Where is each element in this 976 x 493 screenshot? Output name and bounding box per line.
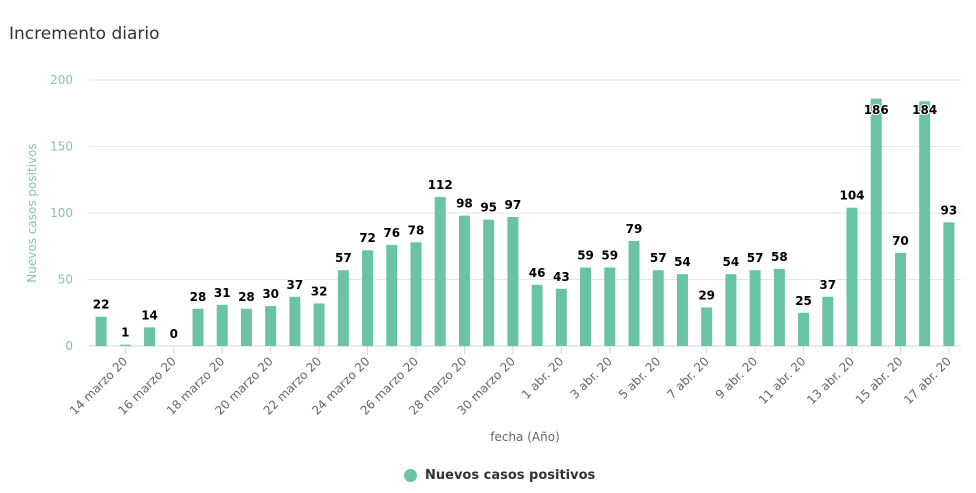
data-label: 186	[864, 103, 889, 117]
bar	[313, 303, 325, 346]
data-label: 43	[553, 270, 570, 284]
x-tick-label: 17 abr. 20	[901, 354, 954, 407]
data-label: 93	[941, 203, 958, 217]
x-tick-label: 3 abr. 20	[567, 354, 614, 401]
bar	[507, 216, 519, 346]
bar	[434, 197, 446, 346]
y-tick-label: 100	[50, 206, 73, 220]
x-tick-label: 13 abr. 20	[804, 354, 857, 407]
bar	[119, 344, 131, 346]
x-tick-label: 7 abr. 20	[664, 354, 711, 401]
data-label: 70	[892, 234, 909, 248]
bar	[410, 242, 422, 346]
data-label: 72	[359, 231, 376, 245]
bar	[95, 316, 107, 346]
data-label: 29	[698, 288, 715, 302]
data-label: 57	[747, 251, 764, 265]
x-tick-label: 1 abr. 20	[519, 354, 566, 401]
bar	[531, 284, 543, 346]
bar	[483, 219, 495, 346]
x-axis-title: fecha (Año)	[490, 430, 560, 444]
data-label: 28	[238, 290, 255, 304]
data-label: 76	[383, 226, 400, 240]
bar	[386, 244, 398, 346]
data-label: 1	[121, 326, 129, 340]
x-tick-label: 5 abr. 20	[616, 354, 663, 401]
bar	[894, 252, 906, 346]
bar	[628, 240, 640, 346]
y-tick-label: 150	[50, 140, 73, 154]
y-tick-label: 0	[65, 339, 73, 353]
bar	[144, 327, 156, 346]
bar	[289, 296, 301, 346]
data-label: 28	[190, 290, 207, 304]
x-tick-label: 15 abr. 20	[853, 354, 906, 407]
bar	[362, 250, 374, 346]
bar	[870, 98, 882, 347]
bar	[216, 304, 228, 346]
data-label: 46	[529, 266, 546, 280]
data-label: 79	[626, 222, 643, 236]
data-label: 0	[170, 327, 178, 341]
bar	[701, 307, 713, 346]
data-label: 78	[408, 223, 425, 237]
chart-title: Incremento diario	[9, 24, 160, 44]
data-label: 95	[480, 201, 497, 215]
bar	[676, 274, 688, 346]
data-label: 31	[214, 286, 231, 300]
data-label: 25	[795, 294, 812, 308]
data-label: 54	[723, 255, 740, 269]
legend-label: Nuevos casos positivos	[425, 468, 596, 483]
legend-marker-icon	[404, 469, 417, 482]
data-label: 97	[505, 198, 522, 212]
data-label: 37	[287, 278, 304, 292]
bar	[192, 308, 204, 346]
data-label: 57	[650, 251, 667, 265]
data-label: 57	[335, 251, 352, 265]
data-label: 37	[819, 278, 836, 292]
legend-item[interactable]: Nuevos casos positivos	[404, 468, 595, 483]
data-label: 59	[601, 249, 618, 263]
y-tick-label: 50	[58, 273, 73, 287]
bar	[265, 306, 277, 346]
bar	[337, 270, 349, 346]
bar	[846, 207, 858, 346]
bar	[652, 270, 664, 346]
x-tick-label: 11 abr. 20	[756, 354, 809, 407]
data-label: 54	[674, 255, 691, 269]
bar	[555, 288, 567, 346]
data-label: 104	[839, 189, 864, 203]
bar	[749, 270, 761, 346]
bar	[773, 268, 785, 346]
data-label: 59	[577, 249, 594, 263]
x-tick-label: 9 abr. 20	[713, 354, 760, 401]
y-axis-title: Nuevos casos positivos	[25, 143, 39, 282]
y-tick-label: 200	[50, 73, 73, 87]
bar	[604, 267, 616, 346]
data-label: 112	[428, 178, 453, 192]
bar	[943, 222, 955, 346]
bar	[725, 274, 737, 346]
bar	[580, 267, 592, 346]
bar	[798, 312, 810, 346]
bar	[919, 101, 931, 346]
data-label: 98	[456, 197, 473, 211]
data-label: 58	[771, 250, 788, 264]
data-label: 22	[93, 298, 110, 312]
data-label: 14	[141, 308, 158, 322]
bar	[240, 308, 252, 346]
bar	[822, 296, 834, 346]
data-label: 184	[912, 103, 937, 117]
bar	[458, 215, 470, 346]
data-label: 30	[262, 287, 279, 301]
data-label: 32	[311, 284, 328, 298]
